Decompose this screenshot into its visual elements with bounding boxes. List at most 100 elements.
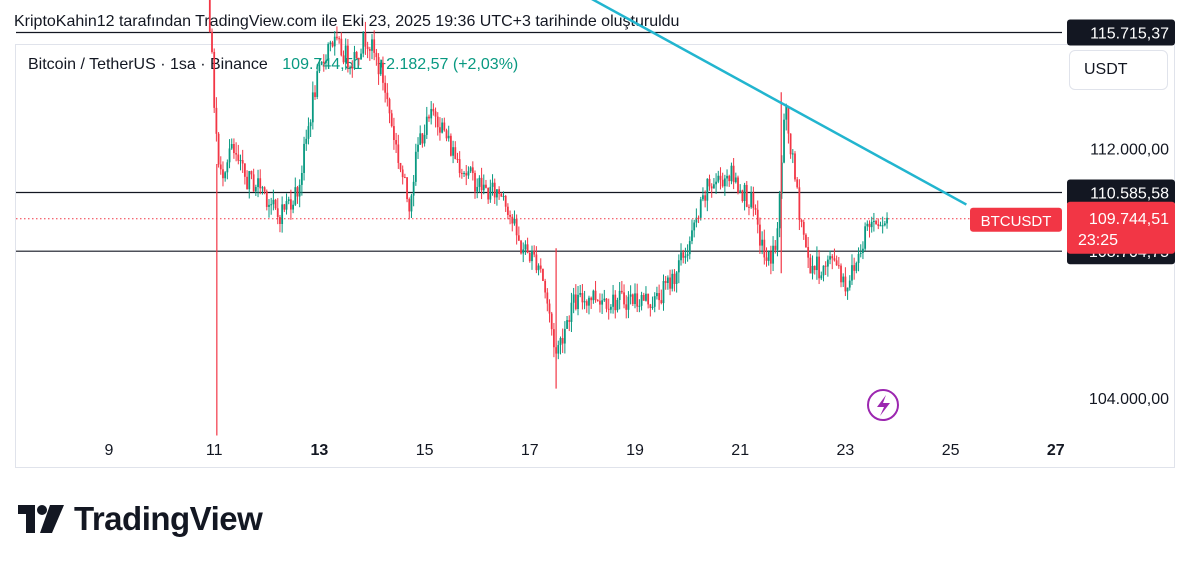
candle-body bbox=[421, 133, 424, 144]
candle-body bbox=[504, 196, 507, 207]
x-tick-label: 27 bbox=[1047, 442, 1065, 459]
candle-body bbox=[864, 226, 867, 249]
candle-body bbox=[327, 44, 330, 61]
candle-body bbox=[585, 301, 588, 306]
candle-body bbox=[478, 177, 481, 187]
candle-body bbox=[636, 293, 639, 307]
tradingview-logo[interactable]: TradingView bbox=[18, 500, 263, 538]
candle-body bbox=[498, 189, 501, 194]
trendline[interactable] bbox=[51, 0, 967, 206]
x-tick-label: 25 bbox=[942, 442, 960, 459]
candle-body bbox=[745, 184, 748, 207]
candle-body bbox=[320, 61, 323, 65]
candle-body bbox=[467, 171, 470, 176]
candle-body bbox=[382, 62, 384, 83]
candle-body bbox=[318, 64, 321, 72]
candle-body bbox=[594, 290, 597, 301]
candle-body bbox=[802, 221, 805, 235]
candle-body bbox=[761, 239, 764, 246]
candle-body bbox=[417, 144, 419, 152]
candle-body bbox=[831, 256, 834, 259]
candle-body bbox=[474, 173, 476, 192]
candle-body bbox=[491, 182, 494, 187]
candle-body bbox=[651, 306, 654, 308]
candle-body bbox=[813, 265, 816, 271]
candle-body bbox=[428, 116, 430, 119]
candle-body bbox=[671, 273, 674, 289]
candle-body bbox=[500, 193, 503, 197]
candle-body bbox=[263, 187, 266, 192]
candle-body bbox=[283, 204, 286, 210]
candle-body bbox=[272, 199, 275, 205]
candle-body bbox=[215, 107, 218, 134]
candle-body bbox=[732, 165, 735, 183]
candle-body bbox=[859, 252, 862, 254]
candle-body bbox=[702, 195, 704, 200]
candle-body bbox=[787, 106, 790, 134]
candle-body bbox=[419, 133, 422, 145]
lightning-icon[interactable] bbox=[867, 389, 899, 421]
candle-body bbox=[592, 290, 595, 301]
candle-body bbox=[818, 256, 820, 279]
candle-body bbox=[425, 116, 428, 135]
candle-body bbox=[776, 228, 779, 250]
level-price-text: 115.715,37 bbox=[1090, 25, 1169, 42]
candle-body bbox=[375, 52, 378, 58]
symbol-legend[interactable]: Bitcoin / TetherUS · 1sa · Binance 109.7… bbox=[28, 56, 518, 74]
candle-body bbox=[281, 204, 284, 225]
candle-body bbox=[228, 148, 231, 163]
candle-body bbox=[445, 130, 448, 139]
candle-body bbox=[796, 179, 799, 188]
candle-body bbox=[406, 177, 408, 200]
candle-body bbox=[658, 293, 661, 301]
candle-body bbox=[241, 160, 244, 164]
candle-body bbox=[487, 187, 490, 200]
candle-body bbox=[469, 167, 472, 172]
candle-body bbox=[570, 302, 573, 322]
candle-body bbox=[785, 106, 788, 120]
candle-body bbox=[866, 223, 869, 227]
candle-body bbox=[673, 273, 676, 284]
candle-body bbox=[640, 294, 643, 306]
candle-body bbox=[548, 303, 551, 314]
candle-body bbox=[870, 221, 873, 228]
candle-body bbox=[769, 251, 772, 264]
candle-body bbox=[485, 184, 487, 188]
candle-body bbox=[528, 252, 531, 262]
candle-body bbox=[535, 254, 538, 271]
candle-body bbox=[645, 293, 647, 301]
candle-body bbox=[270, 204, 273, 206]
candle-body bbox=[309, 122, 312, 127]
candle-body bbox=[496, 189, 498, 198]
candle-body bbox=[544, 280, 547, 293]
candle-body bbox=[660, 300, 663, 304]
candle-body bbox=[638, 305, 641, 307]
candle-body bbox=[219, 164, 222, 170]
currency-unit-button[interactable]: USDT bbox=[1069, 50, 1168, 90]
candle-body bbox=[217, 133, 220, 165]
candle-body bbox=[835, 260, 838, 266]
candle-body bbox=[384, 82, 387, 93]
candle-body bbox=[373, 39, 376, 53]
candles[interactable] bbox=[56, 0, 888, 361]
x-tick-label: 17 bbox=[521, 442, 539, 459]
candle-body bbox=[800, 219, 803, 222]
candle-body bbox=[336, 36, 338, 39]
candle-body bbox=[493, 182, 496, 198]
candle-body bbox=[386, 92, 389, 100]
candle-body bbox=[820, 275, 823, 279]
candle-body bbox=[259, 178, 262, 189]
candle-body bbox=[377, 57, 380, 75]
candle-body bbox=[285, 201, 288, 210]
candle-body bbox=[296, 187, 299, 197]
candle-body bbox=[550, 313, 553, 330]
candle-body bbox=[756, 209, 759, 225]
candle-body bbox=[697, 217, 700, 219]
candle-body bbox=[279, 217, 281, 225]
candle-body bbox=[458, 159, 461, 174]
x-tick-label: 11 bbox=[206, 442, 223, 459]
candle-body bbox=[482, 184, 485, 191]
candle-body bbox=[230, 143, 233, 149]
candle-body bbox=[517, 235, 520, 241]
